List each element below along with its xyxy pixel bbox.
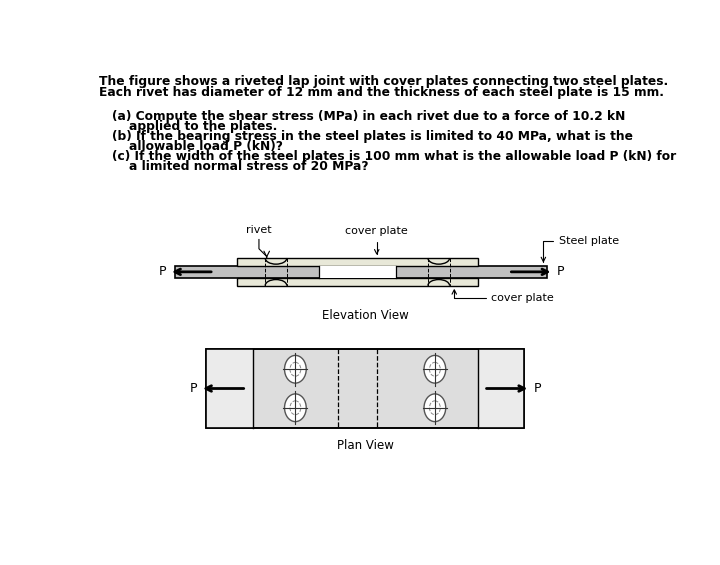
Text: P: P bbox=[557, 266, 564, 279]
Text: P: P bbox=[534, 382, 541, 395]
Text: cover plate: cover plate bbox=[452, 290, 554, 303]
Bar bbox=[238, 258, 477, 266]
Text: Steel plate: Steel plate bbox=[541, 236, 619, 262]
Bar bbox=[319, 266, 396, 278]
Text: (a) Compute the shear stress (MPa) in each rivet due to a force of 10.2 kN: (a) Compute the shear stress (MPa) in ea… bbox=[112, 110, 625, 123]
Bar bbox=[206, 349, 524, 428]
Text: a limited normal stress of 20 MPa?: a limited normal stress of 20 MPa? bbox=[112, 160, 368, 173]
Text: (b) If the bearing stress in the steel plates is limited to 40 MPa, what is the: (b) If the bearing stress in the steel p… bbox=[112, 130, 633, 143]
Ellipse shape bbox=[429, 362, 441, 376]
Text: Plan View: Plan View bbox=[337, 439, 394, 452]
Ellipse shape bbox=[429, 401, 441, 415]
Bar bbox=[206, 349, 253, 428]
Ellipse shape bbox=[424, 394, 446, 421]
Text: P: P bbox=[189, 382, 197, 395]
Bar bbox=[477, 349, 524, 428]
Text: The figure shows a riveted lap joint with cover plates connecting two steel plat: The figure shows a riveted lap joint wit… bbox=[99, 76, 669, 89]
Ellipse shape bbox=[290, 401, 301, 415]
Text: rivet: rivet bbox=[246, 225, 271, 235]
Bar bbox=[206, 349, 524, 428]
Ellipse shape bbox=[290, 362, 301, 376]
Ellipse shape bbox=[284, 394, 306, 421]
Text: Each rivet has diameter of 12 mm and the thickness of each steel plate is 15 mm.: Each rivet has diameter of 12 mm and the… bbox=[99, 86, 665, 99]
Ellipse shape bbox=[424, 355, 446, 383]
Text: cover plate: cover plate bbox=[346, 227, 408, 254]
Bar bbox=[238, 278, 477, 286]
Bar bbox=[175, 266, 547, 278]
Text: applied to the plates.: applied to the plates. bbox=[112, 120, 277, 133]
Text: allowable load P (kN)?: allowable load P (kN)? bbox=[112, 140, 282, 153]
Ellipse shape bbox=[284, 355, 306, 383]
Text: Elevation View: Elevation View bbox=[322, 309, 408, 322]
Text: P: P bbox=[158, 266, 166, 279]
Text: (c) If the width of the steel plates is 100 mm what is the allowable load P (kN): (c) If the width of the steel plates is … bbox=[112, 150, 676, 163]
